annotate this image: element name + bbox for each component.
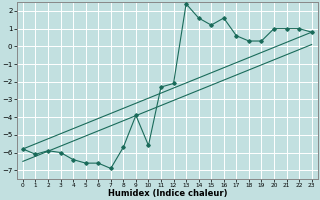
X-axis label: Humidex (Indice chaleur): Humidex (Indice chaleur) xyxy=(108,189,227,198)
